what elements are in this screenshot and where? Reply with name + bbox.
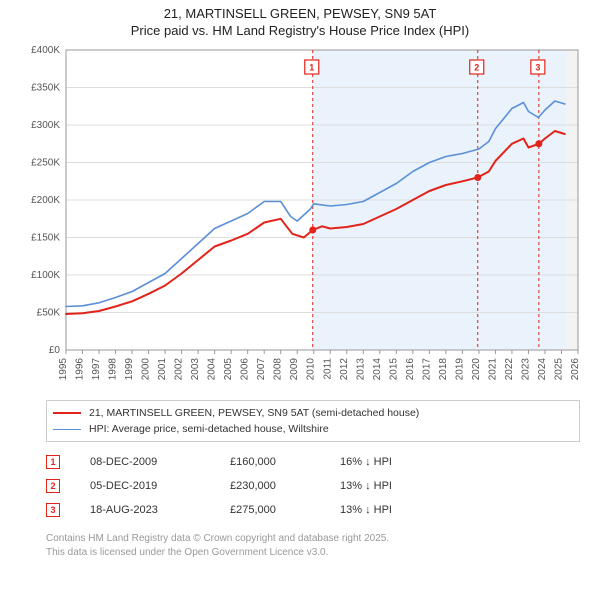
x-tick-label: 2022	[504, 358, 515, 381]
attribution-text: Contains HM Land Registry data © Crown c…	[46, 532, 580, 559]
sale-price: £230,000	[230, 480, 340, 492]
x-tick-label: 2020	[471, 358, 482, 381]
x-tick-label: 2015	[388, 358, 399, 381]
x-tick-label: 1996	[75, 358, 86, 381]
sale-row: 2 05-DEC-2019£230,00013% ↓ HPI	[46, 474, 580, 498]
sale-marker: 3	[46, 503, 60, 517]
sale-marker: 1	[46, 455, 60, 469]
chart-legend: 21, MARTINSELL GREEN, PEWSEY, SN9 5AT (s…	[46, 400, 580, 442]
sale-price: £160,000	[230, 456, 340, 468]
x-tick-label: 2026	[570, 358, 581, 381]
y-tick-label: £250K	[31, 158, 60, 169]
legend-item: HPI: Average price, semi-detached house,…	[53, 421, 573, 437]
y-tick-label: £350K	[31, 83, 60, 94]
chart-svg: £0 £50K £100K £150K £200K £250K £300K £350K £400…	[20, 44, 590, 394]
sale-date: 18-AUG-2023	[90, 504, 230, 516]
title-address: 21, MARTINSELL GREEN, PEWSEY, SN9 5AT	[10, 6, 590, 21]
chart-marker-3: 3	[535, 63, 540, 73]
legend-item: 21, MARTINSELL GREEN, PEWSEY, SN9 5AT (s…	[53, 405, 573, 421]
sales-table: 1 08-DEC-2009£160,00016% ↓ HPI 2 05-DEC-201…	[46, 450, 580, 522]
x-tick-label: 2016	[405, 358, 416, 381]
x-tick-label: 2010	[306, 358, 317, 381]
y-tick-label: £150K	[31, 233, 60, 244]
x-tick-label: 2023	[520, 358, 531, 381]
x-tick-label: 1997	[91, 358, 102, 381]
x-tick-label: 2012	[339, 358, 350, 381]
x-tick-label: 2018	[438, 358, 449, 381]
sale-date: 08-DEC-2009	[90, 456, 230, 468]
price-chart: £0 £50K £100K £150K £200K £250K £300K £350K £400…	[20, 44, 590, 394]
x-tick-label: 2009	[289, 358, 300, 381]
title-subtitle: Price paid vs. HM Land Registry's House …	[10, 23, 590, 38]
x-tick-label: 2019	[454, 358, 465, 381]
x-tick-label: 2007	[256, 358, 267, 381]
attribution-line2: This data is licensed under the Open Gov…	[46, 546, 580, 560]
legend-swatch	[53, 429, 81, 430]
sale-row: 3 18-AUG-2023£275,00013% ↓ HPI	[46, 498, 580, 522]
y-tick-label: £100K	[31, 270, 60, 281]
attribution-line1: Contains HM Land Registry data © Crown c…	[46, 532, 580, 546]
y-tick-label: £50K	[37, 308, 61, 319]
x-tick-label: 2021	[487, 358, 498, 381]
x-tick-label: 2024	[537, 358, 548, 381]
legend-label: HPI: Average price, semi-detached house,…	[89, 423, 329, 435]
y-tick-label: £400K	[31, 45, 60, 56]
sale-diff: 13% ↓ HPI	[340, 480, 460, 492]
sale-row: 1 08-DEC-2009£160,00016% ↓ HPI	[46, 450, 580, 474]
sale-diff: 16% ↓ HPI	[340, 456, 460, 468]
x-tick-label: 2013	[355, 358, 366, 381]
x-tick-label: 2001	[157, 358, 168, 381]
x-tick-label: 2025	[553, 358, 564, 381]
x-tick-label: 2017	[421, 358, 432, 381]
x-tick-label: 1995	[58, 358, 69, 381]
x-tick-label: 2004	[207, 358, 218, 381]
x-tick-label: 2003	[190, 358, 201, 381]
y-tick-label: £0	[49, 345, 61, 356]
x-tick-label: 2011	[322, 358, 333, 380]
x-tick-label: 2000	[141, 358, 152, 381]
x-tick-label: 2008	[273, 358, 284, 381]
sale-diff: 13% ↓ HPI	[340, 504, 460, 516]
legend-swatch	[53, 412, 81, 414]
y-tick-label: £300K	[31, 120, 60, 131]
y-tick-label: £200K	[31, 195, 60, 206]
sale-price: £275,000	[230, 504, 340, 516]
x-tick-label: 1999	[124, 358, 135, 381]
chart-title: 21, MARTINSELL GREEN, PEWSEY, SN9 5AT Pr…	[0, 0, 600, 40]
chart-marker-2: 2	[474, 63, 479, 73]
x-tick-label: 2006	[240, 358, 251, 381]
x-tick-label: 2002	[174, 358, 185, 381]
legend-label: 21, MARTINSELL GREEN, PEWSEY, SN9 5AT (s…	[89, 407, 419, 419]
x-tick-label: 2005	[223, 358, 234, 381]
x-tick-label: 1998	[108, 358, 119, 381]
sale-date: 05-DEC-2019	[90, 480, 230, 492]
chart-marker-1: 1	[309, 63, 314, 73]
x-tick-label: 2014	[372, 358, 383, 381]
sale-marker: 2	[46, 479, 60, 493]
